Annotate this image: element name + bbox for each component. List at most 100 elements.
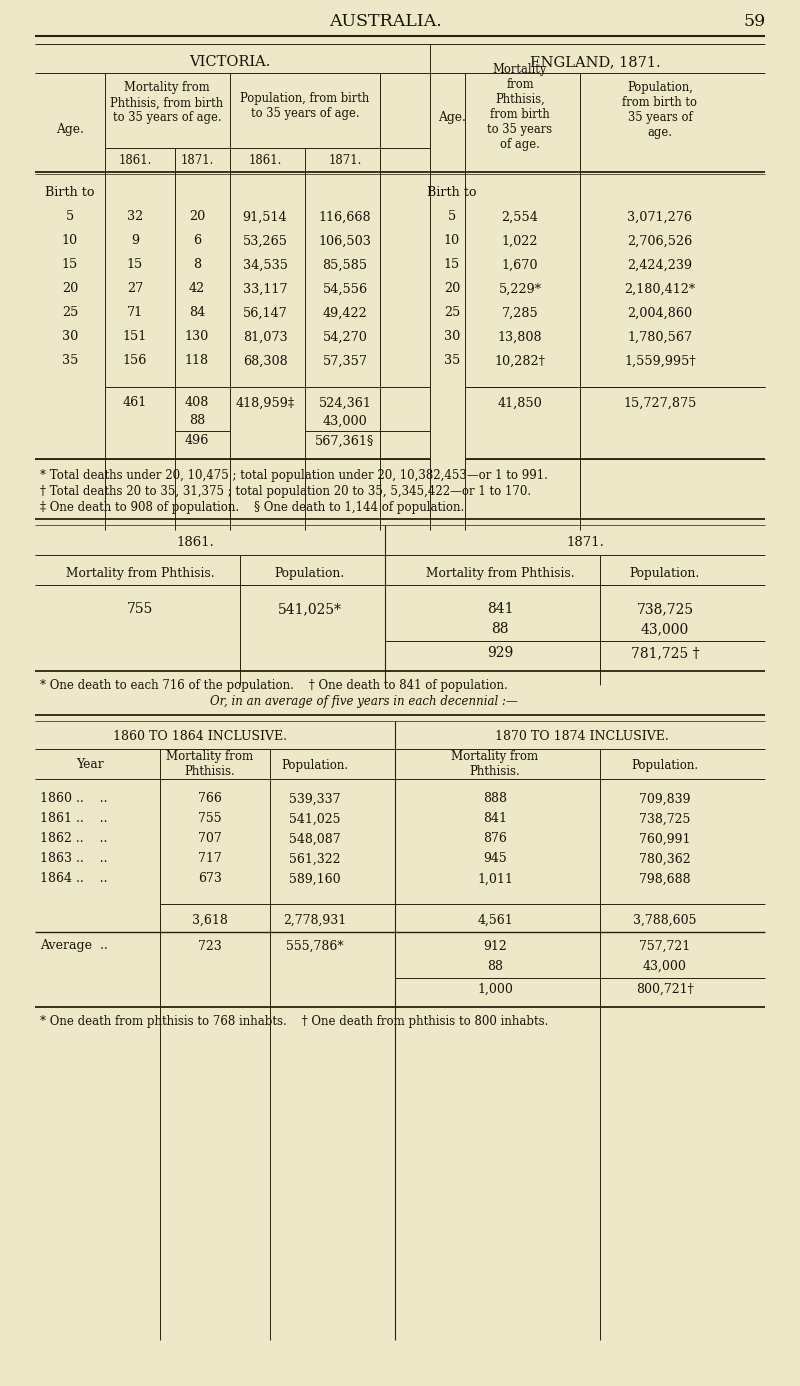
Text: 945: 945 <box>483 852 507 865</box>
Text: 33,117: 33,117 <box>242 283 287 295</box>
Text: Population.: Population. <box>275 567 345 579</box>
Text: 27: 27 <box>127 283 143 295</box>
Text: 1864 ..    ..: 1864 .. .. <box>40 873 107 886</box>
Text: 541,025*: 541,025* <box>278 602 342 615</box>
Text: 5: 5 <box>66 211 74 223</box>
Text: 56,147: 56,147 <box>242 306 287 320</box>
Text: 59: 59 <box>744 14 766 30</box>
Text: Population.: Population. <box>282 758 349 772</box>
Text: 723: 723 <box>198 940 222 952</box>
Text: 567,361§: 567,361§ <box>315 434 374 448</box>
Text: 541,025: 541,025 <box>290 812 341 826</box>
Text: Mortality from Phthisis.: Mortality from Phthisis. <box>426 567 574 579</box>
Text: 673: 673 <box>198 873 222 886</box>
Text: 755: 755 <box>198 812 222 826</box>
Text: 841: 841 <box>486 602 514 615</box>
Text: 418,959‡: 418,959‡ <box>235 396 294 409</box>
Text: 156: 156 <box>123 355 147 367</box>
Text: 30: 30 <box>444 330 460 344</box>
Text: 20: 20 <box>189 211 205 223</box>
Text: Mortality from
Phthisis, from birth
to 35 years of age.: Mortality from Phthisis, from birth to 3… <box>110 82 223 125</box>
Text: 539,337: 539,337 <box>290 793 341 805</box>
Text: 20: 20 <box>62 283 78 295</box>
Text: 15: 15 <box>62 259 78 272</box>
Text: 15: 15 <box>444 259 460 272</box>
Text: 2,180,412*: 2,180,412* <box>625 283 695 295</box>
Text: 1870 TO 1874 INCLUSIVE.: 1870 TO 1874 INCLUSIVE. <box>495 730 669 743</box>
Text: 7,285: 7,285 <box>502 306 538 320</box>
Text: 54,556: 54,556 <box>322 283 367 295</box>
Text: 34,535: 34,535 <box>242 259 287 272</box>
Text: Population, from birth
to 35 years of age.: Population, from birth to 35 years of ag… <box>240 91 370 121</box>
Text: 5,229*: 5,229* <box>498 283 542 295</box>
Text: 760,991: 760,991 <box>639 833 690 845</box>
Text: 84: 84 <box>189 306 205 320</box>
Text: Birth to: Birth to <box>427 187 477 200</box>
Text: 88: 88 <box>189 414 205 427</box>
Text: 32: 32 <box>127 211 143 223</box>
Text: 1,000: 1,000 <box>477 983 513 995</box>
Text: AUSTRALIA.: AUSTRALIA. <box>329 14 442 30</box>
Text: 49,422: 49,422 <box>322 306 367 320</box>
Text: 561,322: 561,322 <box>290 852 341 865</box>
Text: 408: 408 <box>185 396 209 409</box>
Text: 1861 ..    ..: 1861 .. .. <box>40 812 107 826</box>
Text: 130: 130 <box>185 330 209 344</box>
Text: 9: 9 <box>131 234 139 248</box>
Text: 738,725: 738,725 <box>639 812 690 826</box>
Text: 71: 71 <box>127 306 143 320</box>
Text: 25: 25 <box>444 306 460 320</box>
Text: 85,585: 85,585 <box>322 259 367 272</box>
Text: 116,668: 116,668 <box>318 211 371 223</box>
Text: Population.: Population. <box>631 758 698 772</box>
Text: 68,308: 68,308 <box>242 355 287 367</box>
Text: 91,514: 91,514 <box>242 211 287 223</box>
Text: 1,022: 1,022 <box>502 234 538 248</box>
Text: Age.: Age. <box>56 123 84 136</box>
Text: 10: 10 <box>444 234 460 248</box>
Text: 1861.: 1861. <box>118 154 152 166</box>
Text: 755: 755 <box>127 602 153 615</box>
Text: 2,778,931: 2,778,931 <box>283 913 346 926</box>
Text: 1,780,567: 1,780,567 <box>627 330 693 344</box>
Text: 1863 ..    ..: 1863 .. .. <box>40 852 107 865</box>
Text: 798,688: 798,688 <box>639 873 691 886</box>
Text: VICTORIA.: VICTORIA. <box>190 55 270 69</box>
Text: 1,559,995†: 1,559,995† <box>624 355 696 367</box>
Text: 25: 25 <box>62 306 78 320</box>
Text: Mortality
from
Phthisis,
from birth
to 35 years
of age.: Mortality from Phthisis, from birth to 3… <box>487 62 553 151</box>
Text: 151: 151 <box>123 330 147 344</box>
Text: Mortality from
Phthisis.: Mortality from Phthisis. <box>166 750 254 778</box>
Text: 929: 929 <box>487 646 513 660</box>
Text: 10,282†: 10,282† <box>494 355 546 367</box>
Text: Age.: Age. <box>438 111 466 125</box>
Text: 1861.: 1861. <box>248 154 282 166</box>
Text: 81,073: 81,073 <box>242 330 287 344</box>
Text: 10: 10 <box>62 234 78 248</box>
Text: 1,011: 1,011 <box>477 873 513 886</box>
Text: ‡ One death to 908 of population.    § One death to 1,144 of population.: ‡ One death to 908 of population. § One … <box>40 500 464 513</box>
Text: 43,000: 43,000 <box>643 959 687 973</box>
Text: 3,788,605: 3,788,605 <box>634 913 697 926</box>
Text: * Total deaths under 20, 10,475 ; total population under 20, 10,382,453—or 1 to : * Total deaths under 20, 10,475 ; total … <box>40 468 548 481</box>
Text: 780,362: 780,362 <box>639 852 691 865</box>
Text: 15,727,875: 15,727,875 <box>623 396 697 409</box>
Text: † Total deaths 20 to 35, 31,375 ; total population 20 to 35, 5,345,422—or 1 to 1: † Total deaths 20 to 35, 31,375 ; total … <box>40 485 531 498</box>
Text: 757,721: 757,721 <box>639 940 690 952</box>
Text: 1860 TO 1864 INCLUSIVE.: 1860 TO 1864 INCLUSIVE. <box>113 730 287 743</box>
Text: 43,000: 43,000 <box>641 622 689 636</box>
Text: 30: 30 <box>62 330 78 344</box>
Text: 2,004,860: 2,004,860 <box>627 306 693 320</box>
Text: 8: 8 <box>193 259 201 272</box>
Text: 2,706,526: 2,706,526 <box>627 234 693 248</box>
Text: 800,721†: 800,721† <box>636 983 694 995</box>
Text: 1871.: 1871. <box>328 154 362 166</box>
Text: Population,
from birth to
35 years of
age.: Population, from birth to 35 years of ag… <box>622 80 698 139</box>
Text: ENGLAND, 1871.: ENGLAND, 1871. <box>530 55 660 69</box>
Text: 41,850: 41,850 <box>498 396 542 409</box>
Text: 3,071,276: 3,071,276 <box>627 211 693 223</box>
Text: 88: 88 <box>487 959 503 973</box>
Text: Or, in an average of five years in each decennial :—: Or, in an average of five years in each … <box>210 694 518 707</box>
Text: 738,725: 738,725 <box>637 602 694 615</box>
Text: Mortality from
Phthisis.: Mortality from Phthisis. <box>451 750 538 778</box>
